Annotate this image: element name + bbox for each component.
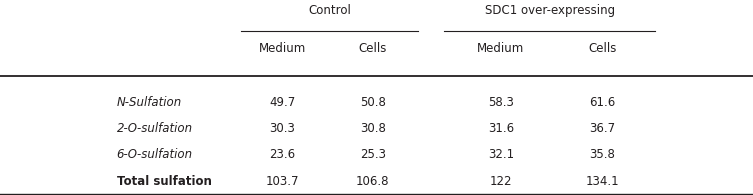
Text: 49.7: 49.7 (270, 96, 295, 109)
Text: 122: 122 (489, 175, 512, 188)
Text: 23.6: 23.6 (270, 148, 295, 160)
Text: 31.6: 31.6 (488, 122, 514, 135)
Text: 35.8: 35.8 (590, 148, 615, 160)
Text: 103.7: 103.7 (266, 175, 299, 188)
Text: 30.8: 30.8 (360, 122, 386, 135)
Text: 2-O-sulfation: 2-O-sulfation (117, 122, 193, 135)
Text: 50.8: 50.8 (360, 96, 386, 109)
Text: 58.3: 58.3 (488, 96, 514, 109)
Text: 32.1: 32.1 (488, 148, 514, 160)
Text: Cells: Cells (588, 42, 617, 55)
Text: Medium: Medium (477, 42, 524, 55)
Text: SDC1 over-expressing: SDC1 over-expressing (485, 4, 614, 17)
Text: 134.1: 134.1 (586, 175, 619, 188)
Text: Cells: Cells (358, 42, 387, 55)
Text: Medium: Medium (259, 42, 306, 55)
Text: Total sulfation: Total sulfation (117, 175, 212, 188)
Text: 106.8: 106.8 (356, 175, 389, 188)
Text: 36.7: 36.7 (590, 122, 615, 135)
Text: 30.3: 30.3 (270, 122, 295, 135)
Text: N-Sulfation: N-Sulfation (117, 96, 182, 109)
Text: Control: Control (308, 4, 351, 17)
Text: 25.3: 25.3 (360, 148, 386, 160)
Text: 6-O-sulfation: 6-O-sulfation (117, 148, 193, 160)
Text: 61.6: 61.6 (590, 96, 615, 109)
